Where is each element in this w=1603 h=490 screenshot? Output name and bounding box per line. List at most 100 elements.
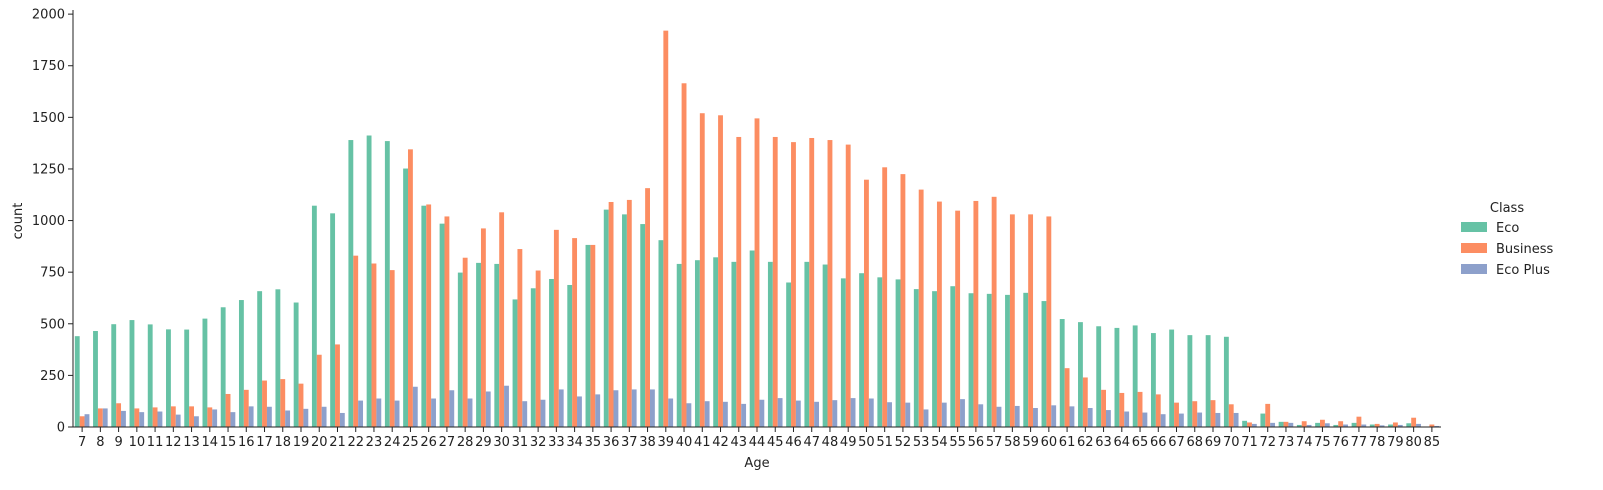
bar <box>212 409 218 427</box>
bar <box>978 404 984 427</box>
bar <box>102 408 108 427</box>
bar <box>1260 413 1266 427</box>
bar <box>97 408 103 427</box>
bar <box>754 118 760 427</box>
x-axis: 7 8 9 10 11 12 13 14 15 16 17 18 19 20 21 22 23 24 25 26 27 2… <box>73 426 1441 450</box>
x-tick-label: 40 <box>676 435 693 450</box>
x-tick-label: 63 <box>1095 435 1112 450</box>
bar <box>384 141 390 427</box>
bar <box>631 389 637 427</box>
x-tick-label: 75 <box>1314 435 1331 450</box>
bar <box>686 403 692 427</box>
bar <box>722 401 728 427</box>
x-tick-label: 26 <box>420 435 437 450</box>
bar <box>900 174 906 427</box>
bar <box>1392 422 1398 427</box>
x-tick-label: 14 <box>202 435 219 450</box>
bar <box>1101 389 1106 427</box>
bar <box>366 135 372 427</box>
x-tick-label: 48 <box>822 435 839 450</box>
x-tick-label: 65 <box>1132 435 1149 450</box>
bar <box>736 136 742 427</box>
bar <box>1192 401 1198 427</box>
x-tick-label: 38 <box>639 435 656 450</box>
bar <box>74 336 80 427</box>
bar <box>335 344 340 427</box>
bar <box>1041 301 1047 427</box>
bar <box>494 263 500 427</box>
x-tick-label: 46 <box>785 435 802 450</box>
bar <box>358 400 364 427</box>
bar <box>220 307 226 427</box>
bar <box>266 406 272 427</box>
bar <box>731 261 737 427</box>
bar <box>572 238 578 427</box>
bar <box>923 409 929 427</box>
x-tick-label: 79 <box>1387 435 1404 450</box>
bar <box>184 329 190 427</box>
bar <box>567 284 573 427</box>
x-tick-label: 71 <box>1241 435 1258 450</box>
bar <box>1105 410 1111 427</box>
bar <box>449 390 455 427</box>
bar <box>1242 420 1248 427</box>
bar <box>913 289 919 427</box>
bar <box>129 320 135 427</box>
bar <box>704 401 710 427</box>
bar <box>139 412 145 427</box>
bar <box>832 400 838 427</box>
bar <box>298 383 304 427</box>
bar <box>840 278 846 427</box>
bar <box>786 282 792 427</box>
bar <box>1315 422 1320 427</box>
bar <box>676 263 682 427</box>
bar <box>996 406 1002 427</box>
x-tick-label: 20 <box>311 435 328 450</box>
bar <box>827 140 833 428</box>
bar <box>882 167 888 428</box>
bar <box>1069 406 1075 427</box>
x-tick-label: 7 <box>78 435 86 450</box>
x-tick-label: 59 <box>1022 435 1039 450</box>
y-tick-label: 1500 <box>32 111 65 126</box>
bar <box>681 83 687 427</box>
x-tick-label: 41 <box>694 435 711 450</box>
bar <box>189 406 194 427</box>
bar <box>668 398 674 427</box>
bar <box>577 396 582 427</box>
x-tick-label: 85 <box>1424 435 1441 450</box>
bar <box>535 270 541 427</box>
x-tick-label: 8 <box>96 435 104 450</box>
bar <box>1434 425 1440 427</box>
bar <box>243 389 249 427</box>
bar <box>339 412 345 427</box>
bar <box>895 279 901 427</box>
bar <box>822 264 828 427</box>
bar <box>412 386 418 427</box>
x-tick-label: 57 <box>986 435 1003 450</box>
bar <box>1023 292 1029 427</box>
bar <box>585 244 591 427</box>
bar <box>1028 214 1034 427</box>
bar <box>905 402 911 427</box>
bar <box>79 416 85 427</box>
x-tick-label: 21 <box>329 435 346 450</box>
bar <box>1124 411 1130 427</box>
bar <box>353 255 359 427</box>
bar <box>553 229 559 427</box>
bar <box>950 286 956 427</box>
bar <box>275 289 281 427</box>
x-tick-label: 58 <box>1004 435 1021 450</box>
bar <box>311 205 317 427</box>
x-tick-label: 43 <box>730 435 747 450</box>
legend: Class Eco Business Eco Plus <box>1461 201 1554 278</box>
bar <box>1046 216 1052 427</box>
bar <box>111 324 117 427</box>
bar <box>1270 422 1276 427</box>
bar <box>262 380 267 427</box>
x-tick-label: 77 <box>1351 435 1368 450</box>
x-tick-label: 52 <box>895 435 912 450</box>
bar <box>936 201 942 427</box>
bar <box>1197 412 1203 427</box>
x-tick-label: 37 <box>621 435 638 450</box>
